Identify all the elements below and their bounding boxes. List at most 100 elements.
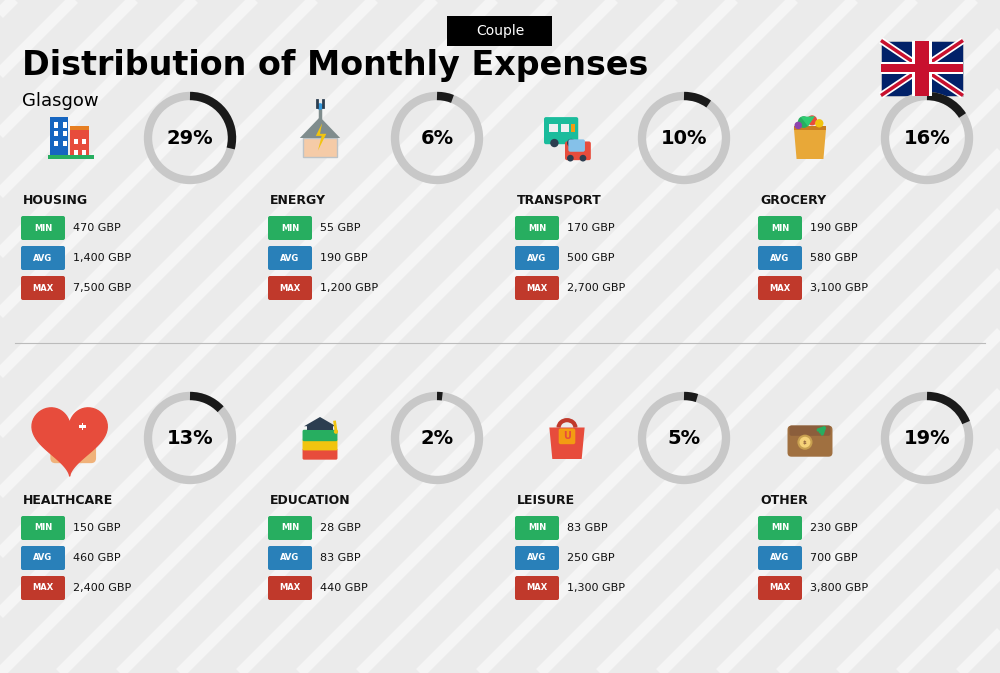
Text: ENERGY: ENERGY xyxy=(270,194,326,207)
Bar xyxy=(70,130,89,159)
FancyBboxPatch shape xyxy=(21,576,65,600)
Text: 83 GBP: 83 GBP xyxy=(320,553,361,563)
FancyBboxPatch shape xyxy=(758,576,802,600)
FancyBboxPatch shape xyxy=(565,141,591,160)
Bar xyxy=(82,423,83,429)
Bar xyxy=(62,141,67,147)
Text: MIN: MIN xyxy=(34,223,52,232)
Bar xyxy=(70,127,89,130)
FancyBboxPatch shape xyxy=(788,425,832,457)
Bar xyxy=(82,150,86,155)
Text: 29%: 29% xyxy=(167,129,213,147)
Text: MIN: MIN xyxy=(771,524,789,532)
Polygon shape xyxy=(549,427,585,459)
Circle shape xyxy=(807,115,817,125)
FancyBboxPatch shape xyxy=(303,439,337,450)
Text: 460 GBP: 460 GBP xyxy=(73,553,121,563)
Text: 5%: 5% xyxy=(667,429,701,448)
Text: OTHER: OTHER xyxy=(760,493,808,507)
Bar xyxy=(912,40,932,96)
FancyBboxPatch shape xyxy=(268,516,312,540)
Text: TRANSPORT: TRANSPORT xyxy=(517,194,602,207)
Bar xyxy=(881,40,963,96)
FancyBboxPatch shape xyxy=(268,216,312,240)
Polygon shape xyxy=(316,123,326,151)
FancyBboxPatch shape xyxy=(268,276,312,300)
Text: 500 GBP: 500 GBP xyxy=(567,253,614,263)
Circle shape xyxy=(794,122,802,129)
Text: 470 GBP: 470 GBP xyxy=(73,223,121,233)
FancyBboxPatch shape xyxy=(21,276,65,300)
Text: HEALTHCARE: HEALTHCARE xyxy=(23,493,113,507)
Text: 1,200 GBP: 1,200 GBP xyxy=(320,283,378,293)
Text: U: U xyxy=(563,431,571,441)
Text: 190 GBP: 190 GBP xyxy=(320,253,368,263)
FancyBboxPatch shape xyxy=(50,439,96,463)
Bar xyxy=(561,124,569,132)
Text: 190 GBP: 190 GBP xyxy=(810,223,858,233)
FancyBboxPatch shape xyxy=(515,576,559,600)
Text: 580 GBP: 580 GBP xyxy=(810,253,858,263)
Text: LEISURE: LEISURE xyxy=(517,493,575,507)
FancyBboxPatch shape xyxy=(515,546,559,570)
Bar xyxy=(307,426,333,431)
Text: 250 GBP: 250 GBP xyxy=(567,553,615,563)
Circle shape xyxy=(334,429,338,434)
Text: MAX: MAX xyxy=(526,283,548,293)
Text: AVG: AVG xyxy=(33,553,53,563)
Text: AVG: AVG xyxy=(280,254,300,262)
Text: MIN: MIN xyxy=(281,524,299,532)
Text: MIN: MIN xyxy=(771,223,789,232)
Text: Glasgow: Glasgow xyxy=(22,92,99,110)
Polygon shape xyxy=(801,116,815,127)
Bar xyxy=(50,117,68,159)
FancyBboxPatch shape xyxy=(21,246,65,270)
FancyBboxPatch shape xyxy=(268,546,312,570)
Text: 2%: 2% xyxy=(420,429,454,448)
Text: MAX: MAX xyxy=(279,583,301,592)
FancyBboxPatch shape xyxy=(559,429,575,444)
FancyBboxPatch shape xyxy=(758,216,802,240)
Text: AVG: AVG xyxy=(770,254,790,262)
Text: Couple: Couple xyxy=(476,24,524,38)
FancyBboxPatch shape xyxy=(568,139,585,151)
Circle shape xyxy=(567,139,575,147)
Circle shape xyxy=(798,116,810,128)
Circle shape xyxy=(317,103,323,110)
FancyBboxPatch shape xyxy=(758,546,802,570)
Bar xyxy=(74,139,78,144)
Polygon shape xyxy=(300,117,340,138)
Bar xyxy=(62,131,67,136)
FancyBboxPatch shape xyxy=(544,117,578,144)
Bar xyxy=(881,63,963,73)
Text: AVG: AVG xyxy=(280,553,300,563)
FancyBboxPatch shape xyxy=(268,576,312,600)
Polygon shape xyxy=(304,417,336,426)
Bar xyxy=(82,139,86,144)
Text: MAX: MAX xyxy=(32,283,54,293)
FancyBboxPatch shape xyxy=(303,430,337,441)
Text: MAX: MAX xyxy=(769,283,791,293)
Bar xyxy=(571,124,575,132)
FancyBboxPatch shape xyxy=(515,276,559,300)
FancyBboxPatch shape xyxy=(268,246,312,270)
Text: EDUCATION: EDUCATION xyxy=(270,493,351,507)
FancyBboxPatch shape xyxy=(758,246,802,270)
Text: AVG: AVG xyxy=(527,254,547,262)
Polygon shape xyxy=(794,130,826,159)
Circle shape xyxy=(800,437,810,448)
Bar xyxy=(915,40,929,96)
FancyBboxPatch shape xyxy=(515,216,559,240)
Text: 28 GBP: 28 GBP xyxy=(320,523,361,533)
FancyBboxPatch shape xyxy=(515,246,559,270)
Bar xyxy=(794,127,826,130)
Text: 1,300 GBP: 1,300 GBP xyxy=(567,583,625,593)
Text: MAX: MAX xyxy=(526,583,548,592)
Text: 19%: 19% xyxy=(904,429,950,448)
Bar xyxy=(79,425,86,427)
Text: MIN: MIN xyxy=(528,223,546,232)
Bar xyxy=(48,155,94,159)
Text: $: $ xyxy=(803,439,807,445)
Text: 440 GBP: 440 GBP xyxy=(320,583,368,593)
FancyBboxPatch shape xyxy=(758,276,802,300)
